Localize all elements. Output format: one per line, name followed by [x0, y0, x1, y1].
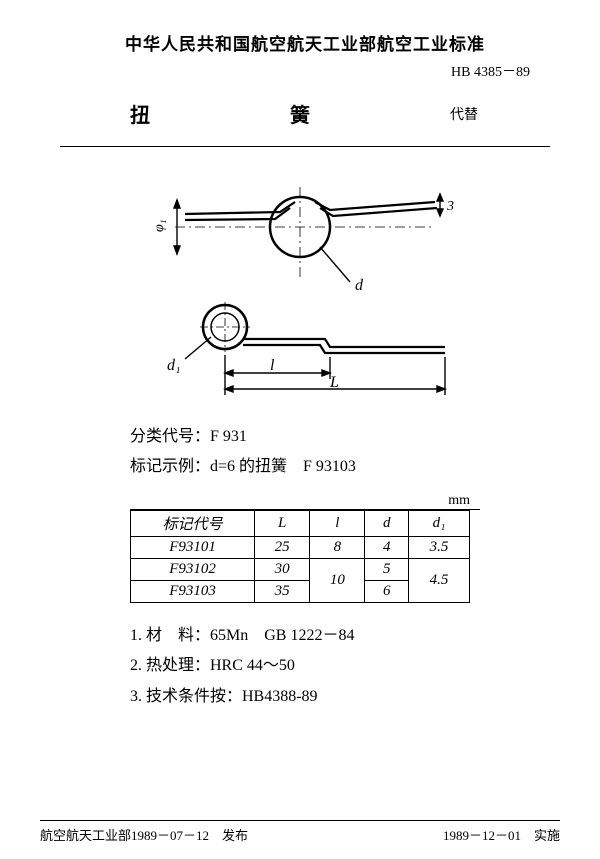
svg-text:l: l — [270, 357, 275, 374]
col-code: 标记代号 — [131, 510, 255, 536]
col-l: l — [310, 510, 365, 536]
table-cell: F93103 — [131, 580, 255, 602]
authority-title: 中华人民共和国航空航天工业部航空工业标准 — [60, 30, 550, 55]
svg-text:d₁: d₁ — [167, 357, 181, 374]
table-cell: F93101 — [131, 536, 255, 558]
svg-text:3: 3 — [446, 199, 454, 214]
table-cell: 4 — [365, 536, 409, 558]
table-cell: 8 — [310, 536, 365, 558]
svg-text:φ₁: φ₁ — [152, 219, 167, 232]
effective-date: 1989－12－01 实施 — [443, 825, 560, 844]
table-cell: 25 — [255, 536, 310, 558]
standard-code: HB 4385－89 — [60, 61, 550, 81]
replace-label: 代替 — [450, 104, 478, 124]
svg-text:L: L — [329, 374, 339, 391]
footer: 航空航天工业部1989－07－12 发布 1989－12－01 实施 — [40, 814, 560, 845]
issue-date: 航空航天工业部1989－07－12 发布 — [40, 825, 248, 844]
col-L: L — [255, 510, 310, 536]
unit-label: mm — [130, 493, 480, 510]
table-cell: 3.5 — [409, 536, 470, 558]
svg-text:d: d — [355, 277, 364, 294]
table-cell: 30 — [255, 558, 310, 580]
note-spec: 3. 技术条件按：HB4388-89 — [130, 682, 550, 712]
marking-example: 标记示例：d=6 的扭簧 F 93103 — [130, 452, 550, 482]
spring-diagram: d φ₁ 3 d₁ l L — [115, 172, 495, 412]
note-heat: 2. 热处理：HRC 44～50 — [130, 651, 550, 681]
col-d: d — [365, 510, 409, 536]
class-code: 分类代号：F 931 — [130, 422, 550, 452]
dimension-table: 标记代号 L l d d₁ F93101 25 8 4 3.5 F93102 3… — [130, 510, 470, 603]
note-material: 1. 材 料：65Mn GB 1222－84 — [130, 621, 550, 651]
table-cell: 35 — [255, 580, 310, 602]
table-cell: 10 — [310, 558, 365, 602]
table-cell: F93102 — [131, 558, 255, 580]
table-cell: 4.5 — [409, 558, 470, 602]
subject-title: 扭 簧 — [130, 99, 370, 128]
col-d1: d₁ — [409, 510, 470, 536]
divider — [60, 146, 550, 147]
table-cell: 5 — [365, 558, 409, 580]
table-cell: 6 — [365, 580, 409, 602]
